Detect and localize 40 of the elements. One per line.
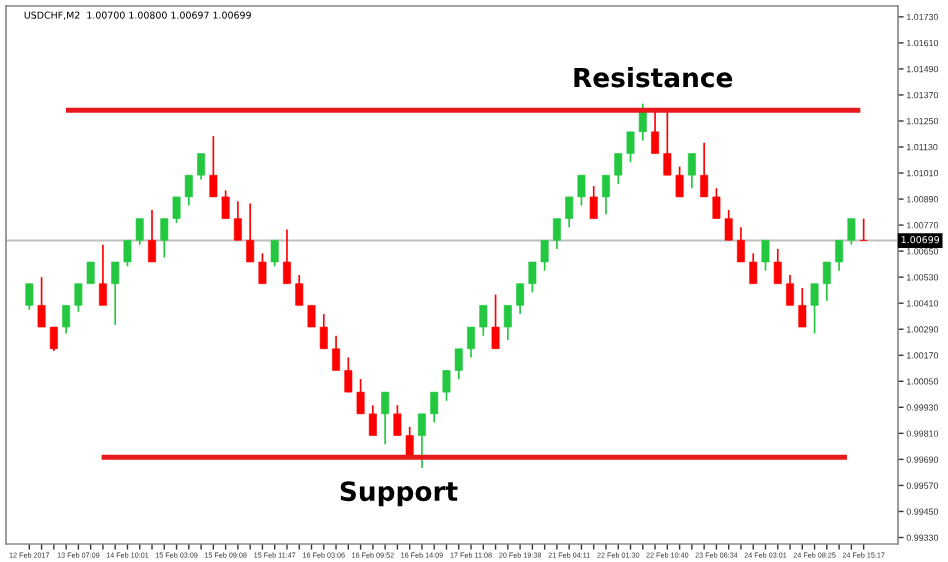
candlestick	[381, 391, 390, 446]
candlestick	[835, 239, 844, 272]
candlestick	[810, 282, 819, 335]
candlestick	[503, 304, 512, 341]
candlestick	[749, 252, 758, 285]
candlestick	[332, 334, 341, 372]
candlestick	[687, 152, 696, 190]
candlestick	[417, 413, 426, 469]
candlestick	[589, 185, 598, 220]
candlestick	[49, 326, 58, 352]
candlestick	[651, 109, 660, 155]
candlestick	[761, 239, 770, 272]
candlestick	[25, 282, 34, 311]
candlestick	[552, 217, 561, 250]
candlestick	[773, 248, 782, 285]
candlestick	[602, 174, 610, 216]
candlestick	[270, 239, 279, 268]
candlestick	[62, 304, 71, 335]
candlestick	[736, 226, 745, 263]
candlestick	[786, 274, 794, 307]
ref-line-label: Resistance	[574, 67, 733, 88]
candlestick	[479, 304, 488, 337]
candlestick	[700, 141, 709, 198]
candlestick	[246, 202, 255, 263]
candlestick	[233, 200, 242, 242]
candlestick	[368, 404, 377, 437]
candlestick	[258, 252, 267, 285]
candlestick	[197, 152, 206, 181]
candlestick	[37, 276, 46, 328]
candlestick	[822, 261, 831, 302]
candlestick	[798, 287, 807, 328]
ref-line-label: Support	[340, 481, 458, 507]
candlestick	[859, 217, 868, 242]
candlestick	[847, 217, 856, 246]
candlestick	[516, 282, 525, 315]
candlestick	[467, 326, 475, 359]
candlestick	[148, 209, 156, 263]
candlestick	[491, 293, 500, 350]
candlestick	[283, 228, 291, 285]
candlestick	[98, 243, 107, 307]
